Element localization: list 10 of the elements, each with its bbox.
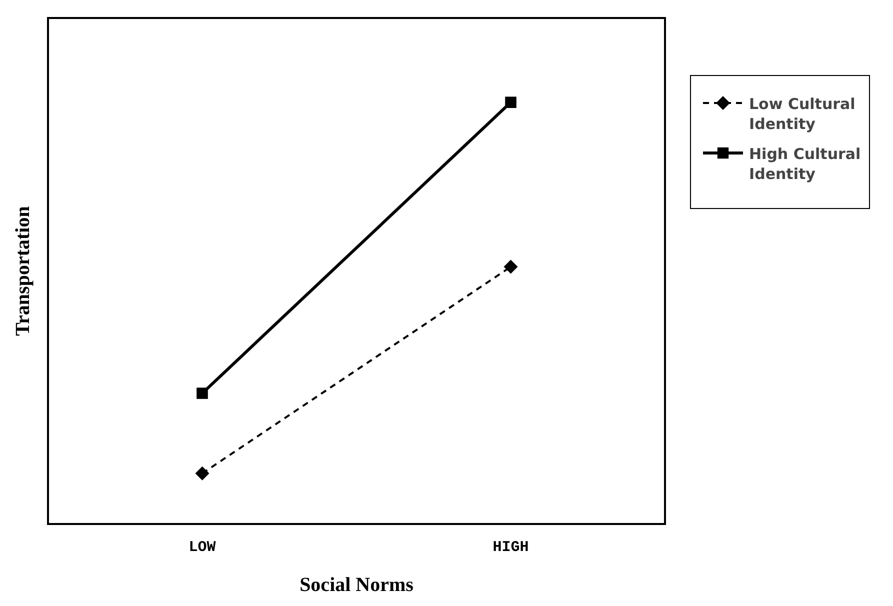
y-axis-title: Transportation: [12, 206, 34, 336]
legend-label: Low Cultural Identity: [749, 94, 856, 134]
point: [195, 466, 210, 480]
point: [196, 388, 208, 399]
x-axis-title: Social Norms: [300, 574, 414, 596]
point: [505, 96, 516, 108]
point: [504, 260, 518, 274]
x-tick-label: HIGH: [492, 538, 529, 556]
x-tick-label: LOW: [188, 538, 216, 556]
legend-label: High Cultural Identity: [749, 144, 861, 184]
